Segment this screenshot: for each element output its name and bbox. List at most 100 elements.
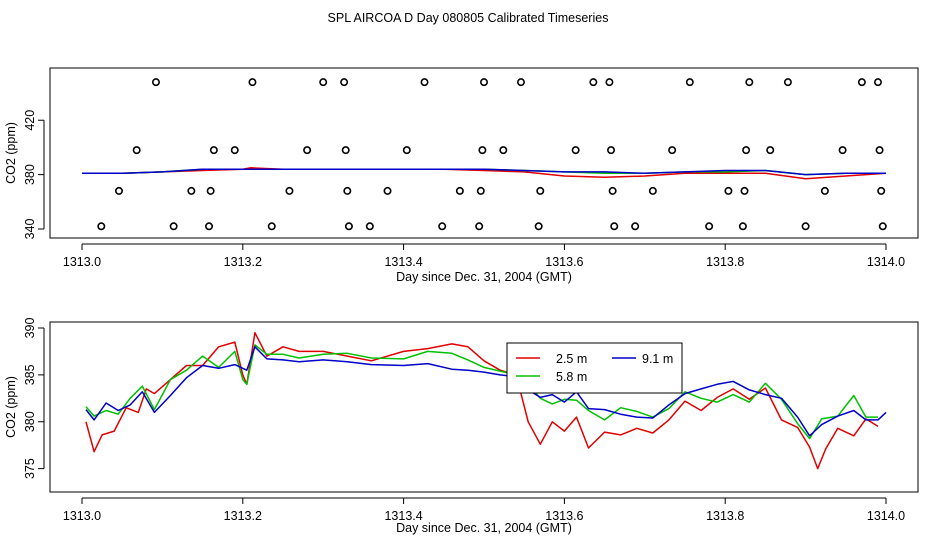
- data-marker: [475, 222, 484, 231]
- top-series-blue: [82, 168, 886, 176]
- data-marker: [877, 186, 886, 195]
- bottom-x-tick-label: 1314.0: [867, 509, 905, 523]
- data-marker: [685, 78, 694, 87]
- top-series-lines: [82, 167, 887, 180]
- bottom-y-tick-label: 385: [23, 364, 37, 385]
- top-y-tick-label: 340: [23, 219, 37, 240]
- bottom-x-tick-label: 1313.0: [63, 509, 101, 523]
- data-marker: [402, 146, 411, 155]
- bottom-series-9-1-m: [85, 346, 887, 437]
- legend-box: [506, 342, 683, 394]
- data-marker: [607, 146, 616, 155]
- data-marker: [742, 146, 751, 155]
- data-marker: [169, 222, 178, 231]
- bottom-panel: 1313.0 1313.2 1313.4 1313.6 1313.8 1314.0 375…: [4, 318, 919, 535]
- top-x-tick-label: 1313.8: [706, 255, 744, 269]
- data-marker: [740, 186, 749, 195]
- data-marker: [571, 146, 580, 155]
- data-marker: [383, 186, 392, 195]
- data-marker: [608, 186, 617, 195]
- data-marker: [420, 78, 429, 87]
- legend-label-9-1m: 9.1 m: [642, 352, 673, 366]
- data-marker: [610, 222, 619, 231]
- data-marker: [267, 222, 276, 231]
- top-markers: [97, 78, 887, 231]
- data-marker: [319, 78, 328, 87]
- data-marker: [340, 78, 349, 87]
- bottom-y-tick-label: 380: [23, 411, 37, 432]
- legend-label-5-8m: 5.8 m: [556, 370, 587, 384]
- data-marker: [589, 78, 598, 87]
- top-x-tick-label: 1313.0: [63, 255, 101, 269]
- data-marker: [187, 186, 196, 195]
- data-marker: [341, 146, 350, 155]
- data-marker: [631, 222, 640, 231]
- data-marker: [476, 186, 485, 195]
- top-x-axis: 1313.0 1313.2 1313.4 1313.6 1313.8 1314.0: [63, 243, 905, 269]
- data-marker: [343, 186, 352, 195]
- data-marker: [209, 146, 218, 155]
- legend: 2.5 m 5.8 m 9.1 m: [506, 342, 683, 394]
- data-marker: [705, 222, 714, 231]
- data-marker: [668, 146, 677, 155]
- data-marker: [534, 222, 543, 231]
- data-marker: [479, 78, 488, 87]
- top-x-tick-label: 1313.4: [384, 255, 422, 269]
- bottom-x-axis-label: Day since Dec. 31, 2004 (GMT): [396, 521, 572, 535]
- bottom-y-tick-label: 390: [23, 318, 37, 339]
- bottom-x-tick-label: 1313.6: [545, 509, 583, 523]
- bottom-x-tick-label: 1313.8: [706, 509, 744, 523]
- data-marker: [285, 186, 294, 195]
- data-marker: [365, 222, 374, 231]
- top-x-tick-label: 1313.2: [224, 255, 262, 269]
- data-marker: [516, 78, 525, 87]
- bottom-y-axis-label: CO2 (ppm): [4, 376, 18, 438]
- data-marker: [499, 146, 508, 155]
- data-marker: [248, 78, 257, 87]
- data-marker: [455, 186, 464, 195]
- page-title: SPL AIRCOA D Day 080805 Calibrated Times…: [328, 11, 609, 25]
- bottom-y-axis: 375 380 385 390: [23, 318, 45, 479]
- data-marker: [766, 146, 775, 155]
- data-marker: [97, 222, 106, 231]
- top-y-axis-label: CO2 (ppm): [4, 122, 18, 184]
- data-marker: [857, 78, 866, 87]
- data-marker: [783, 78, 792, 87]
- top-x-axis-label: Day since Dec. 31, 2004 (GMT): [396, 270, 572, 284]
- data-marker: [738, 222, 747, 231]
- data-marker: [536, 186, 545, 195]
- data-marker: [114, 186, 123, 195]
- data-marker: [230, 146, 239, 155]
- bottom-x-axis: 1313.0 1313.2 1313.4 1313.6 1313.8 1314.0: [63, 497, 905, 523]
- data-marker: [878, 222, 887, 231]
- top-plot-frame: [49, 67, 919, 239]
- bottom-x-tick-label: 1313.2: [224, 509, 262, 523]
- bottom-series-2-5-m: [85, 331, 879, 470]
- data-marker: [344, 222, 353, 231]
- data-marker: [745, 78, 754, 87]
- data-marker: [151, 78, 160, 87]
- data-marker: [438, 222, 447, 231]
- legend-label-2-5m: 2.5 m: [556, 352, 587, 366]
- bottom-plot-frame: [49, 321, 919, 493]
- data-marker: [132, 146, 141, 155]
- data-marker: [820, 186, 829, 195]
- data-marker: [873, 78, 882, 87]
- top-y-axis: 340 380 420: [23, 110, 45, 240]
- top-x-tick-label: 1314.0: [867, 255, 905, 269]
- data-marker: [303, 146, 312, 155]
- data-marker: [205, 222, 214, 231]
- top-y-tick-label: 420: [23, 110, 37, 131]
- data-marker: [838, 146, 847, 155]
- data-marker: [605, 78, 614, 87]
- bottom-y-tick-label: 375: [23, 458, 37, 479]
- top-y-tick-label: 380: [23, 164, 37, 185]
- data-marker: [724, 186, 733, 195]
- bottom-series-5-8-m: [85, 344, 878, 440]
- bottom-x-tick-label: 1313.4: [384, 509, 422, 523]
- data-marker: [478, 146, 487, 155]
- data-marker: [206, 186, 215, 195]
- data-marker: [875, 146, 884, 155]
- bottom-series-lines: [85, 331, 887, 470]
